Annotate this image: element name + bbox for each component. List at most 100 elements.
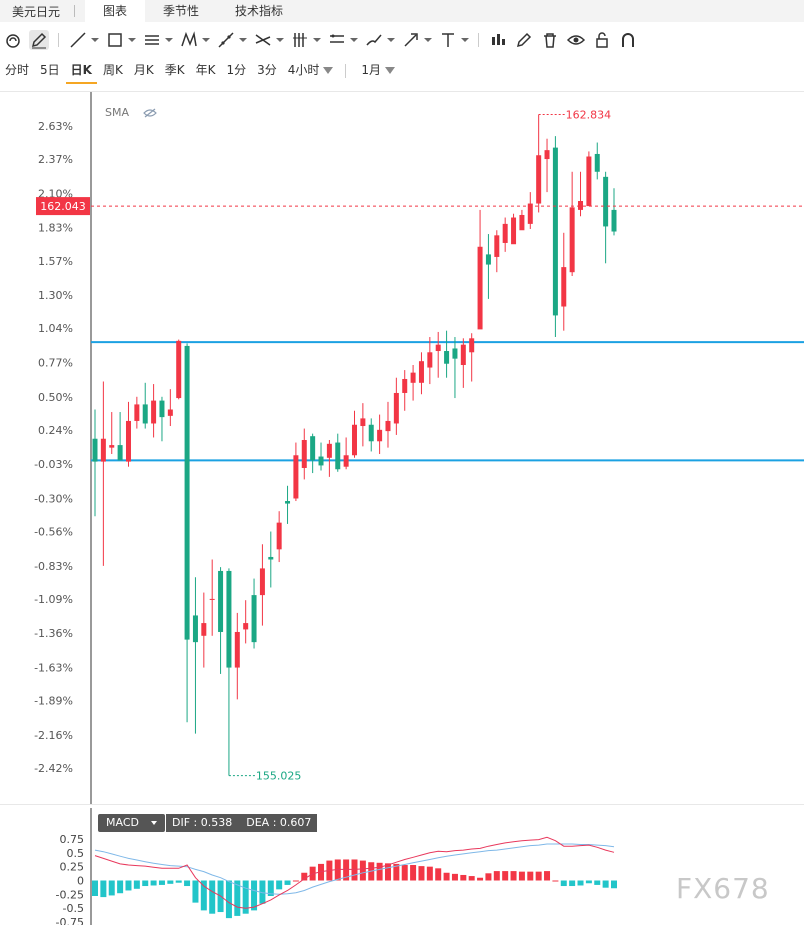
macd-chart[interactable]: 0.750.50.250-0.25-0.5-0.75 [0, 808, 804, 925]
y-tick-label: 1.83% [38, 222, 73, 235]
top-bar: 美元日元 图表 季节性 技术指标 [0, 0, 804, 22]
edit-icon[interactable] [511, 27, 537, 53]
candle-body [100, 438, 106, 462]
range-select[interactable]: 1月 [356, 58, 400, 84]
period-monthly[interactable]: 月K [133, 63, 154, 77]
lock-icon[interactable] [589, 27, 615, 53]
candle-body [142, 404, 148, 424]
candle-body [552, 147, 558, 316]
fibonacci-icon[interactable] [213, 27, 250, 53]
macd-y-tick-label: 0 [77, 875, 84, 888]
macd-histogram-bar [150, 880, 157, 886]
y-tick-label: 2.37% [38, 153, 73, 166]
candle-body [536, 155, 542, 204]
drawing-toolbar [0, 26, 804, 54]
candle-body [485, 254, 491, 265]
candle-body [494, 235, 500, 257]
macd-histogram-bar [569, 880, 576, 887]
macd-histogram-bar [209, 880, 216, 914]
period-weekly[interactable]: 周K [102, 63, 123, 77]
channel-icon[interactable] [324, 27, 361, 53]
eye-hidden-icon[interactable] [143, 108, 157, 118]
macd-histogram-bar [108, 880, 115, 896]
divider [345, 64, 347, 78]
y-tick-label: -2.42% [34, 762, 73, 775]
candle-body [218, 570, 224, 632]
magnet-icon[interactable] [0, 27, 26, 53]
y-tick-label: 0.77% [38, 356, 73, 369]
brush-icon[interactable] [361, 27, 398, 53]
macd-histogram-bar [267, 880, 274, 896]
macd-histogram-bar [468, 876, 475, 881]
divider [74, 5, 76, 17]
price-chart[interactable]: 2.63%2.37%2.10%1.83%1.57%1.30%1.04%0.77%… [0, 92, 804, 804]
arrow-icon[interactable] [398, 27, 435, 53]
candle-body [410, 372, 416, 383]
macd-histogram-bar [502, 871, 509, 881]
text-icon[interactable] [435, 27, 472, 53]
tab-chart[interactable]: 图表 [85, 0, 146, 22]
current-price-label: 162.043 [40, 200, 86, 213]
candle-body [460, 344, 466, 366]
period-5day[interactable]: 5日 [40, 63, 60, 77]
trash-icon[interactable] [537, 27, 563, 53]
pattern-icon[interactable] [176, 27, 213, 53]
y-tick-label: -1.09% [34, 593, 73, 606]
candle-body [569, 207, 575, 273]
candle-body [586, 156, 592, 207]
crossline-icon[interactable] [250, 27, 287, 53]
macd-indicator-button[interactable]: MACD [98, 814, 165, 832]
candle-body [318, 456, 324, 466]
macd-histogram-bar [225, 880, 232, 919]
period-4hour[interactable]: 4小时 [283, 58, 339, 84]
line-icon[interactable] [65, 27, 102, 53]
y-tick-label: 1.57% [38, 255, 73, 268]
macd-y-tick-label: 0.25 [60, 861, 85, 874]
chevron-down-icon [385, 67, 396, 74]
y-tick-label: -2.16% [34, 729, 73, 742]
candle-body [519, 214, 525, 231]
candle-body [435, 344, 441, 352]
tab-seasonality[interactable]: 季节性 [163, 4, 200, 18]
candle-body [167, 409, 173, 416]
period-3min[interactable]: 3分 [257, 63, 277, 77]
period-daily[interactable]: 日K [65, 58, 97, 84]
toolbar-divider [58, 33, 59, 47]
y-tick-label: -1.36% [34, 627, 73, 640]
period-yearly[interactable]: 年K [195, 63, 216, 77]
tab-technical-indicators[interactable]: 技术指标 [235, 4, 284, 18]
candle-body [527, 203, 533, 224]
y-tick-label: -0.56% [34, 526, 73, 539]
candle-body [109, 445, 115, 448]
y-tick-label: 0.24% [38, 424, 73, 437]
parallel-lines-icon[interactable] [139, 27, 176, 53]
macd-y-tick-label: -0.25 [56, 888, 84, 901]
eye-icon[interactable] [563, 27, 589, 53]
magnet-off-icon[interactable] [615, 27, 641, 53]
macd-histogram-bar [577, 880, 584, 886]
candle-body [251, 595, 257, 643]
period-1min[interactable]: 1分 [226, 63, 247, 77]
candle-body [402, 378, 408, 393]
gann-icon[interactable] [287, 27, 324, 53]
period-quarterly[interactable]: 季K [164, 63, 185, 77]
candle-body [352, 424, 357, 456]
candle-body [418, 361, 424, 383]
macd-histogram-bar [133, 880, 140, 889]
rectangle-icon[interactable] [102, 27, 139, 53]
candle-body [285, 501, 291, 504]
macd-histogram-bar [292, 880, 299, 882]
macd-histogram-bar [535, 871, 542, 881]
period-timeshare[interactable]: 分时 [5, 63, 30, 77]
macd-histogram-bar [234, 880, 241, 916]
candle-body [427, 352, 433, 368]
macd-histogram-bar [125, 880, 132, 891]
pencil-icon[interactable] [26, 27, 52, 53]
macd-histogram-bar [426, 866, 433, 881]
candle-body [578, 201, 584, 210]
indicator-icon[interactable] [485, 27, 511, 53]
macd-y-tick-label: -0.75 [56, 916, 84, 925]
low-label: 155.025 [256, 770, 302, 783]
macd-histogram-bar [443, 872, 450, 881]
current-price-tag [36, 197, 90, 216]
